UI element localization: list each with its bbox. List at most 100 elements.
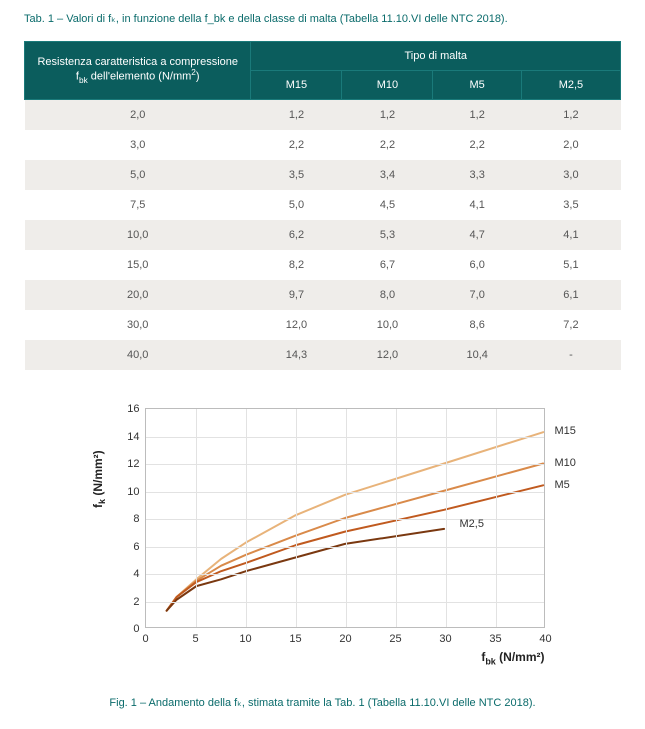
col-m15: M15 <box>251 71 342 100</box>
gridline-h <box>146 547 544 548</box>
cell: 3,0 <box>521 160 620 190</box>
xtick: 5 <box>192 633 198 645</box>
table-row: 5,03,53,43,33,0 <box>25 160 621 190</box>
xtick: 40 <box>539 633 551 645</box>
cell: 5,0 <box>251 190 342 220</box>
chart-ylabel: fk (N/mm²) <box>90 450 106 508</box>
cell: 12,0 <box>342 340 433 370</box>
col-m10: M10 <box>342 71 433 100</box>
chart-xlabel: fbk (N/mm²) <box>145 650 545 666</box>
row-key: 5,0 <box>25 160 251 190</box>
col-head-fbk: Resistenza caratteristica a compressione… <box>25 42 251 100</box>
cell: 4,1 <box>521 220 620 250</box>
row-key: 15,0 <box>25 250 251 280</box>
chart-plot-area: 02468101214160510152025303540M15M10M5M2,… <box>145 408 545 628</box>
cell: 4,5 <box>342 190 433 220</box>
gridline-v <box>296 409 297 627</box>
xtick: 35 <box>489 633 501 645</box>
fk-table: Resistenza caratteristica a compressione… <box>24 41 621 370</box>
cell: 7,2 <box>521 310 620 340</box>
cell: 8,2 <box>251 250 342 280</box>
fk-chart: fk (N/mm²) 02468101214160510152025303540… <box>73 398 573 678</box>
cell: 8,6 <box>433 310 521 340</box>
cell: 6,2 <box>251 220 342 250</box>
gridline-v <box>446 409 447 627</box>
series-label: M5 <box>555 479 570 491</box>
ytick: 14 <box>116 431 140 443</box>
gridline-v <box>496 409 497 627</box>
cell: 6,7 <box>342 250 433 280</box>
row-key: 10,0 <box>25 220 251 250</box>
gridline-h <box>146 574 544 575</box>
figure-caption: Fig. 1 – Andamento della fₖ, stimata tra… <box>24 696 621 709</box>
ytick: 4 <box>116 568 140 580</box>
table-row: 30,012,010,08,67,2 <box>25 310 621 340</box>
row-key: 40,0 <box>25 340 251 370</box>
ytick: 10 <box>116 486 140 498</box>
ytick: 0 <box>116 623 140 635</box>
cell: 3,3 <box>433 160 521 190</box>
series-label: M10 <box>555 457 576 469</box>
ytick: 8 <box>116 513 140 525</box>
table-row: 2,01,21,21,21,2 <box>25 100 621 131</box>
gridline-v <box>246 409 247 627</box>
col-head-malta: Tipo di malta <box>251 42 621 71</box>
cell: 3,5 <box>521 190 620 220</box>
ytick: 2 <box>116 596 140 608</box>
cell: 3,4 <box>342 160 433 190</box>
col-m5: M5 <box>433 71 521 100</box>
cell: 1,2 <box>521 100 620 131</box>
xtick: 30 <box>439 633 451 645</box>
row-key: 30,0 <box>25 310 251 340</box>
cell: 4,7 <box>433 220 521 250</box>
cell: 2,0 <box>521 130 620 160</box>
row-key: 3,0 <box>25 130 251 160</box>
series-line <box>166 464 543 611</box>
gridline-h <box>146 464 544 465</box>
gridline-v <box>396 409 397 627</box>
series-label: M2,5 <box>460 518 484 530</box>
table-row: 40,014,312,010,4- <box>25 340 621 370</box>
cell: 10,0 <box>342 310 433 340</box>
cell: 6,0 <box>433 250 521 280</box>
xtick: 10 <box>239 633 251 645</box>
gridline-h <box>146 492 544 493</box>
table-row: 15,08,26,76,05,1 <box>25 250 621 280</box>
cell: 3,5 <box>251 160 342 190</box>
row-key: 7,5 <box>25 190 251 220</box>
table-row: 10,06,25,34,74,1 <box>25 220 621 250</box>
xtick: 15 <box>289 633 301 645</box>
cell: 4,1 <box>433 190 521 220</box>
cell: 1,2 <box>342 100 433 131</box>
row-key: 2,0 <box>25 100 251 131</box>
cell: 8,0 <box>342 280 433 310</box>
gridline-v <box>346 409 347 627</box>
cell: 2,2 <box>251 130 342 160</box>
row-key: 20,0 <box>25 280 251 310</box>
cell: 9,7 <box>251 280 342 310</box>
cell: 12,0 <box>251 310 342 340</box>
ytick: 16 <box>116 403 140 415</box>
gridline-h <box>146 437 544 438</box>
cell: 1,2 <box>251 100 342 131</box>
cell: 2,2 <box>342 130 433 160</box>
ytick: 12 <box>116 458 140 470</box>
ytick: 6 <box>116 541 140 553</box>
cell: 10,4 <box>433 340 521 370</box>
table-row: 3,02,22,22,22,0 <box>25 130 621 160</box>
xtick: 25 <box>389 633 401 645</box>
cell: 6,1 <box>521 280 620 310</box>
table-row: 7,55,04,54,13,5 <box>25 190 621 220</box>
xtick: 0 <box>142 633 148 645</box>
cell: 7,0 <box>433 280 521 310</box>
table-row: 20,09,78,07,06,1 <box>25 280 621 310</box>
cell: 5,1 <box>521 250 620 280</box>
gridline-v <box>196 409 197 627</box>
cell: - <box>521 340 620 370</box>
xtick: 20 <box>339 633 351 645</box>
col-m25: M2,5 <box>521 71 620 100</box>
series-label: M15 <box>555 425 576 437</box>
series-line <box>166 432 543 610</box>
cell: 1,2 <box>433 100 521 131</box>
cell: 14,3 <box>251 340 342 370</box>
